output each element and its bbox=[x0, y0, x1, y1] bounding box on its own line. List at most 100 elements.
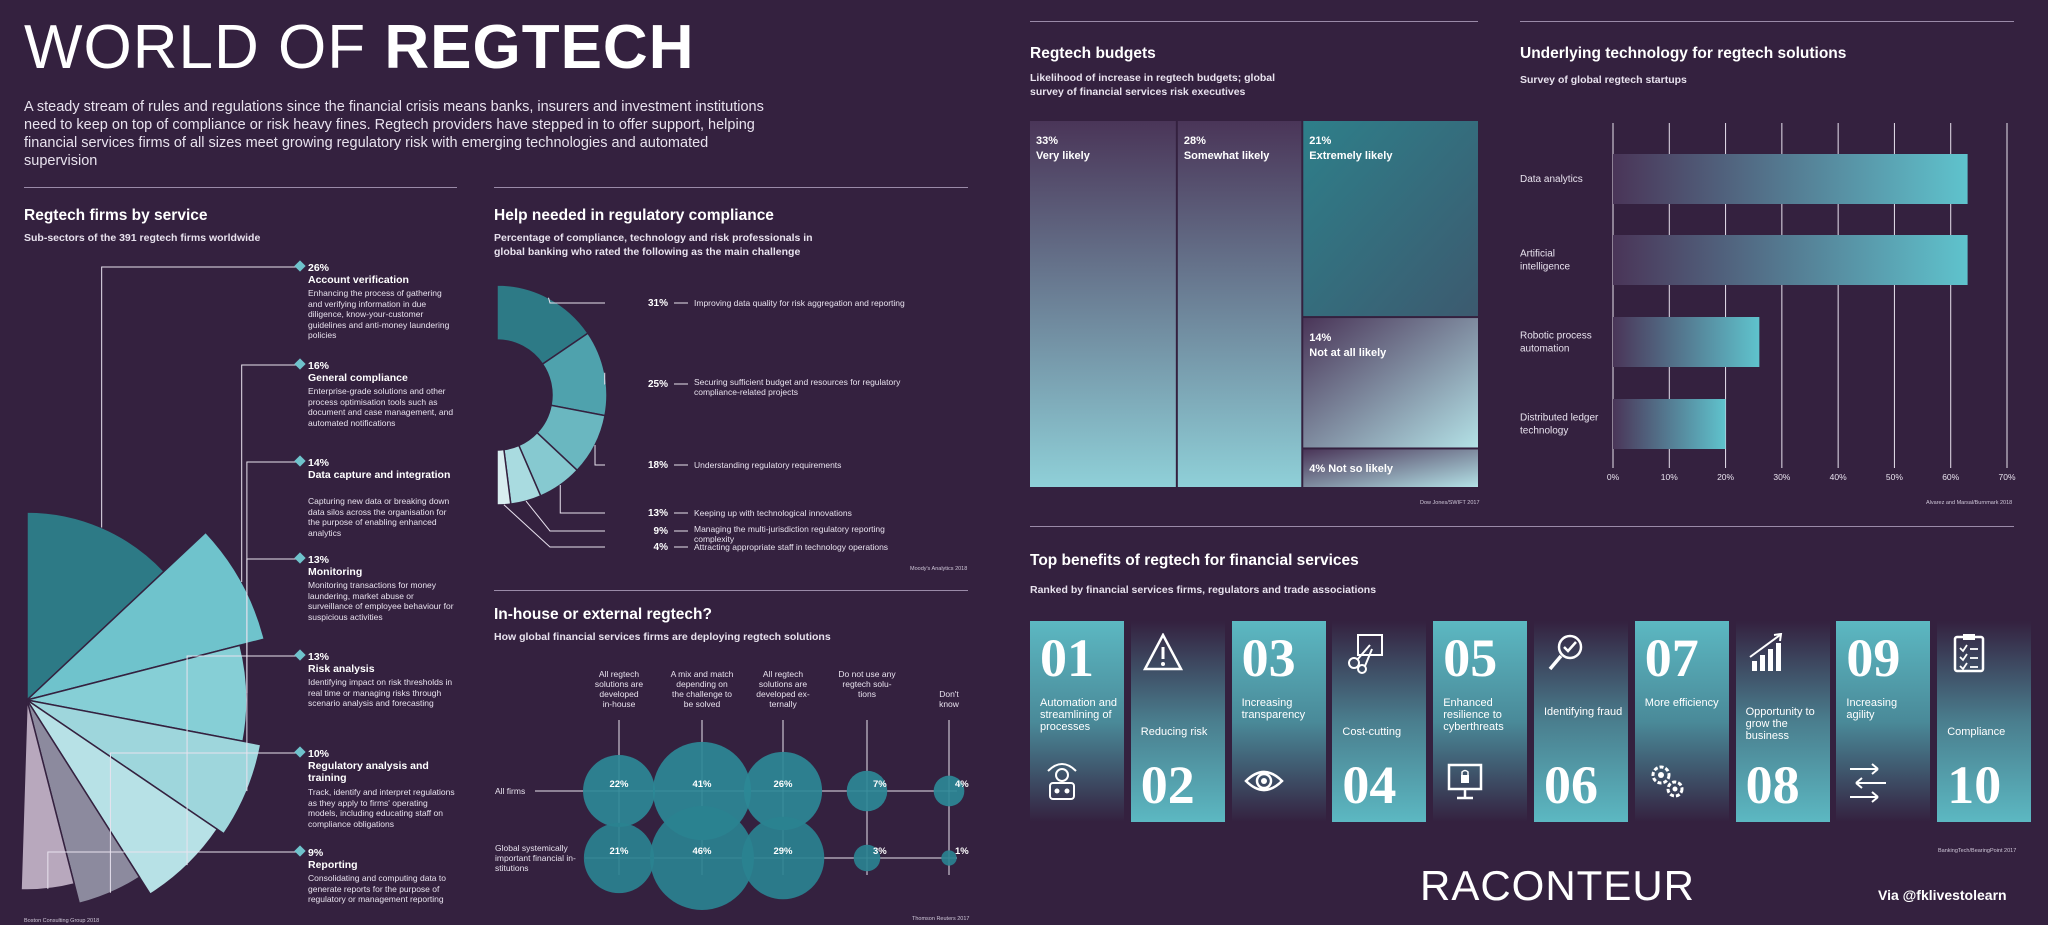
help-connector bbox=[594, 444, 605, 466]
budgets-chart: 33% Very likely 28% Somewhat likely 21% Extre… bbox=[1030, 121, 1478, 487]
inhouse-value-label: 4% bbox=[955, 779, 969, 790]
warning-icon bbox=[1142, 633, 1183, 671]
help-title: Help needed in regulatory compliance bbox=[494, 207, 774, 224]
firms-connector bbox=[101, 266, 300, 528]
budgets-category-label: Very likely bbox=[1036, 150, 1091, 162]
inhouse-column-label: developed ex- bbox=[756, 689, 810, 699]
help-pct-label: 4% bbox=[654, 542, 669, 553]
underlying-title: Underlying technology for regtech soluti… bbox=[1520, 45, 1847, 62]
inhouse-column-label: ternally bbox=[769, 699, 797, 709]
help-pct-label: 13% bbox=[648, 508, 668, 519]
benefit-rank: 08 bbox=[1745, 755, 1800, 815]
budgets-category-label: Not at all likely bbox=[1309, 347, 1387, 359]
help-segment bbox=[496, 448, 512, 506]
underlying-tick-label: 70% bbox=[1998, 472, 2015, 482]
inhouse-column-label: All regtech bbox=[599, 669, 639, 679]
firms-category-label: Monitoring bbox=[308, 566, 363, 578]
inhouse-column-label: solutions are bbox=[595, 679, 643, 689]
benefit-label: Identifying fraud bbox=[1544, 706, 1623, 718]
divider bbox=[1030, 526, 2014, 527]
growth-chart-icon bbox=[1749, 633, 1782, 671]
underlying-category-label: automation bbox=[1520, 344, 1569, 355]
arrows-icon bbox=[1850, 763, 1887, 803]
inhouse-value-label: 26% bbox=[773, 779, 793, 790]
divider bbox=[494, 187, 968, 188]
benefit-rank: 02 bbox=[1140, 755, 1195, 815]
benefit-tile: 05 Enhanced resilience to cyberthreats bbox=[1433, 621, 1528, 822]
firms-marker bbox=[294, 845, 306, 857]
inhouse-column-label: depending on bbox=[676, 679, 728, 689]
firms-pct-label: 26% bbox=[308, 262, 330, 274]
benefit-rank: 03 bbox=[1241, 628, 1296, 688]
inhouse-bubble bbox=[941, 850, 957, 866]
inhouse-row-label: important financial in- bbox=[495, 853, 576, 863]
scissors-icon bbox=[1348, 634, 1384, 674]
underlying-tick-label: 20% bbox=[1717, 472, 1734, 482]
inhouse-value-label: 22% bbox=[609, 779, 629, 790]
inhouse-column-label: tions bbox=[858, 689, 876, 699]
firms-marker bbox=[294, 260, 306, 272]
inhouse-value-label: 3% bbox=[873, 846, 887, 857]
firms-connector bbox=[109, 752, 300, 893]
firms-connector bbox=[246, 558, 300, 792]
help-connector bbox=[503, 504, 605, 548]
benefit-rank: 07 bbox=[1644, 628, 1699, 688]
firms-pct-label: 16% bbox=[308, 360, 330, 372]
budgets-pct-label: 4% Not so likely bbox=[1309, 463, 1394, 475]
firms-category-label: Reporting bbox=[308, 859, 358, 871]
help-pct-label: 25% bbox=[648, 379, 668, 390]
help-chart: 31% Improving data quality for risk aggre… bbox=[496, 284, 905, 553]
help-category-label: Keeping up with technological innovation… bbox=[694, 508, 852, 518]
benefit-tile: 02 Reducing risk bbox=[1130, 621, 1225, 822]
clipboard-icon bbox=[1953, 634, 1985, 673]
benefit-rank: 09 bbox=[1846, 628, 1901, 688]
benefit-label: More efficiency bbox=[1644, 697, 1719, 709]
inhouse-value-label: 29% bbox=[773, 846, 793, 857]
benefit-rank: 04 bbox=[1342, 755, 1397, 815]
benefits-subtitle: Ranked by financial services firms, regu… bbox=[1030, 584, 1377, 596]
budgets-cell bbox=[1030, 121, 1176, 487]
inhouse-bubble bbox=[741, 816, 825, 900]
underlying-category-label: technology bbox=[1520, 426, 1568, 437]
budgets-source: Dow Jones/SWIFT 2017 bbox=[1420, 500, 1480, 506]
firms-category-label: Regulatory analysis and training bbox=[308, 760, 429, 784]
help-category-label: Securing sufficient budget and resources… bbox=[694, 377, 901, 387]
firms-category-label: Data capture and integration bbox=[308, 469, 451, 481]
benefit-rank: 06 bbox=[1544, 755, 1598, 815]
inhouse-value-label: 21% bbox=[609, 846, 629, 857]
help-pct-label: 18% bbox=[648, 460, 668, 471]
intro-text: A steady stream of rules and regulations… bbox=[24, 99, 764, 169]
budgets-category-label: Somewhat likely bbox=[1184, 150, 1270, 162]
benefit-tile: 07 More efficiency bbox=[1634, 621, 1729, 822]
inhouse-column-label: regtech solu- bbox=[842, 679, 891, 689]
help-subtitle: Percentage of compliance, technology and… bbox=[494, 232, 813, 258]
inhouse-title: In-house or external regtech? bbox=[494, 606, 712, 623]
firms-source: Boston Consulting Group 2018 bbox=[24, 918, 100, 924]
inhouse-column-label: be solved bbox=[684, 699, 721, 709]
benefit-tile: 06 Identifying fraud bbox=[1534, 621, 1628, 822]
underlying-tick-label: 30% bbox=[1773, 472, 1790, 482]
help-category-label: Understanding regulatory requirements bbox=[694, 460, 841, 470]
eye-icon bbox=[1243, 770, 1284, 792]
inhouse-column-label: A mix and match bbox=[671, 669, 734, 679]
benefit-rank: 05 bbox=[1443, 628, 1498, 688]
inhouse-row-label: All firms bbox=[495, 786, 525, 796]
inhouse-row-label: Global systemically bbox=[495, 843, 568, 853]
budgets-cell bbox=[1303, 449, 1478, 487]
benefits-source: BankingTech/BearingPoint 2017 bbox=[1938, 848, 2017, 854]
firms-pct-label: 14% bbox=[308, 457, 330, 469]
firms-marker bbox=[294, 746, 306, 758]
benefit-label: Increasing agility bbox=[1846, 697, 1898, 721]
benefit-tile: 10 Compliance bbox=[1937, 621, 2032, 822]
firms-pct-label: 10% bbox=[308, 748, 330, 760]
benefit-tile: 04 Cost-cutting bbox=[1332, 621, 1427, 822]
help-source: Moody's Analytics 2018 bbox=[910, 566, 968, 572]
inhouse-bubble bbox=[743, 751, 823, 831]
raconteur-logo: RACONTEUR bbox=[1420, 862, 1696, 909]
firms-chart bbox=[20, 260, 306, 905]
gears-icon bbox=[1651, 765, 1684, 798]
inhouse-column-label: Do not use any bbox=[838, 669, 896, 679]
underlying-bar bbox=[1613, 235, 1968, 285]
help-connector bbox=[559, 484, 605, 514]
firms-pct-label: 9% bbox=[308, 847, 324, 859]
